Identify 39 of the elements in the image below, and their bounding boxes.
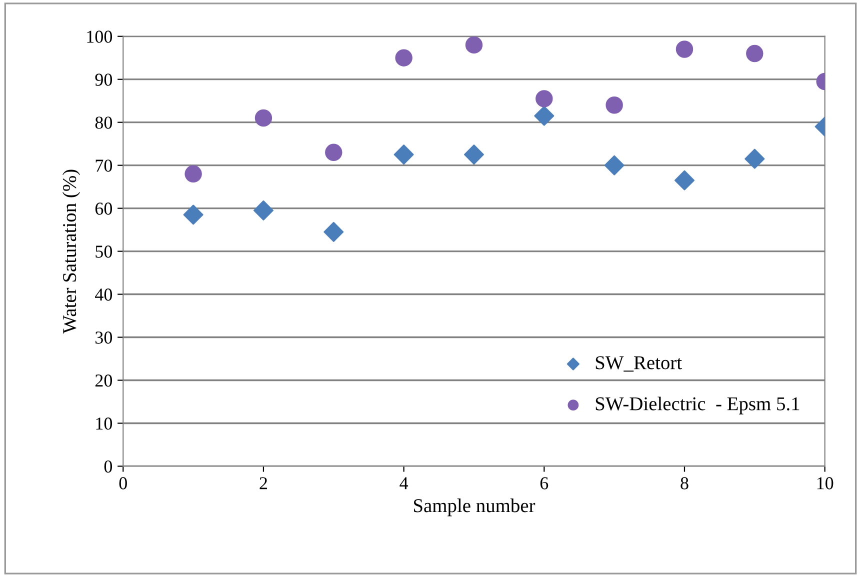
- x-tick-label: 0: [119, 477, 127, 490]
- point: [183, 204, 204, 225]
- y-tick-label: 30: [96, 332, 112, 344]
- y-tick-label: 60: [95, 202, 112, 215]
- point: [534, 106, 554, 126]
- point: [395, 49, 412, 66]
- x-tick-label: 6: [540, 477, 548, 490]
- point: [184, 165, 202, 183]
- y-tick-label: 90: [95, 74, 112, 86]
- legend-label: SW-Dielectric - Epsm 5.1: [596, 396, 800, 414]
- x-tick-label: 10: [817, 477, 834, 490]
- y-axis-title: Water Saturation (%): [62, 170, 80, 334]
- point: [606, 96, 623, 114]
- legend-label: SW_Retort: [596, 356, 682, 372]
- point: [536, 90, 553, 108]
- point: [464, 144, 484, 165]
- x-tick-label: 8: [680, 477, 688, 490]
- point: [746, 44, 764, 62]
- point: [744, 148, 765, 169]
- y-tick-label: 40: [95, 288, 112, 301]
- y-tick-label: 0: [104, 460, 112, 473]
- x-tick-label: 4: [400, 477, 408, 490]
- point: [674, 170, 695, 190]
- point: [394, 144, 414, 165]
- point: [325, 144, 342, 162]
- point: [604, 155, 624, 176]
- point: [676, 40, 694, 58]
- x-axis-title: Sample number: [414, 498, 536, 516]
- y-tick-label: 80: [95, 116, 112, 129]
- x-tick-label: 2: [260, 477, 267, 490]
- point: [253, 200, 274, 220]
- y-tick-label: 10: [96, 417, 112, 430]
- y-tick-label: 70: [96, 160, 112, 172]
- point: [324, 222, 344, 242]
- y-tick-label: 50: [96, 246, 112, 258]
- y-tick-label: 100: [87, 30, 112, 43]
- point: [465, 36, 483, 54]
- point: [254, 109, 272, 127]
- y-tick-label: 20: [95, 374, 112, 387]
